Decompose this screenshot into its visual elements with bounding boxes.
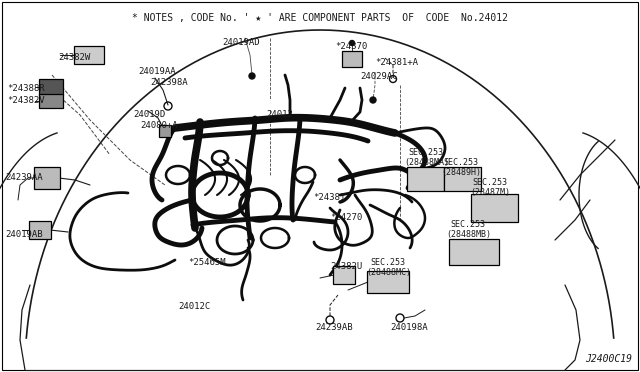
Text: 24239AA: 24239AA <box>5 173 43 182</box>
Circle shape <box>249 73 255 79</box>
Text: SEC.253: SEC.253 <box>408 148 443 157</box>
Text: 24019D: 24019D <box>133 110 165 119</box>
Text: *24381+A: *24381+A <box>375 58 418 67</box>
Text: 24019AD: 24019AD <box>222 38 260 47</box>
FancyBboxPatch shape <box>34 167 60 189</box>
Text: (28487M): (28487M) <box>470 188 510 197</box>
Text: *24388R: *24388R <box>7 84 45 93</box>
Circle shape <box>370 97 376 103</box>
FancyBboxPatch shape <box>471 194 518 222</box>
Text: 24382U: 24382U <box>330 262 362 271</box>
FancyBboxPatch shape <box>74 46 104 64</box>
Text: *24370: *24370 <box>335 42 367 51</box>
FancyBboxPatch shape <box>333 266 355 284</box>
Text: SEC.253: SEC.253 <box>450 220 485 229</box>
Text: 24080+A: 24080+A <box>140 121 178 130</box>
Text: 24012: 24012 <box>266 110 293 119</box>
FancyBboxPatch shape <box>29 221 51 239</box>
Text: *25465M: *25465M <box>188 258 226 267</box>
FancyBboxPatch shape <box>342 51 362 67</box>
Text: 24019AB: 24019AB <box>5 230 43 239</box>
Text: 242398A: 242398A <box>150 78 188 87</box>
FancyBboxPatch shape <box>159 125 171 137</box>
Text: J2400C19: J2400C19 <box>585 354 632 364</box>
Text: *24382V: *24382V <box>7 96 45 105</box>
Text: 24019AA: 24019AA <box>138 67 175 76</box>
FancyBboxPatch shape <box>449 239 499 265</box>
FancyBboxPatch shape <box>407 167 444 191</box>
Text: (28488MB): (28488MB) <box>446 230 491 239</box>
FancyBboxPatch shape <box>367 271 409 293</box>
FancyBboxPatch shape <box>39 94 63 108</box>
Text: 240198A: 240198A <box>390 323 428 332</box>
Text: 24382W: 24382W <box>58 53 90 62</box>
Text: (28438MA): (28438MA) <box>404 158 449 167</box>
Text: (28489H): (28489H) <box>441 168 481 177</box>
Text: *24270: *24270 <box>330 213 362 222</box>
Text: (28488MC): (28488MC) <box>366 268 411 277</box>
FancyBboxPatch shape <box>39 79 63 95</box>
Text: * NOTES , CODE No. ' ★ ' ARE COMPONENT PARTS  OF  CODE  No.24012: * NOTES , CODE No. ' ★ ' ARE COMPONENT P… <box>132 13 508 23</box>
Text: *24381: *24381 <box>313 193 345 202</box>
Text: 24239AB: 24239AB <box>315 323 353 332</box>
Text: SEC.253: SEC.253 <box>443 158 478 167</box>
FancyBboxPatch shape <box>444 167 481 191</box>
Text: 24012C: 24012C <box>178 302 211 311</box>
Circle shape <box>349 41 355 45</box>
Text: SEC.253: SEC.253 <box>370 258 405 267</box>
Text: 24029AC: 24029AC <box>360 72 397 81</box>
Text: SEC.253: SEC.253 <box>472 178 507 187</box>
